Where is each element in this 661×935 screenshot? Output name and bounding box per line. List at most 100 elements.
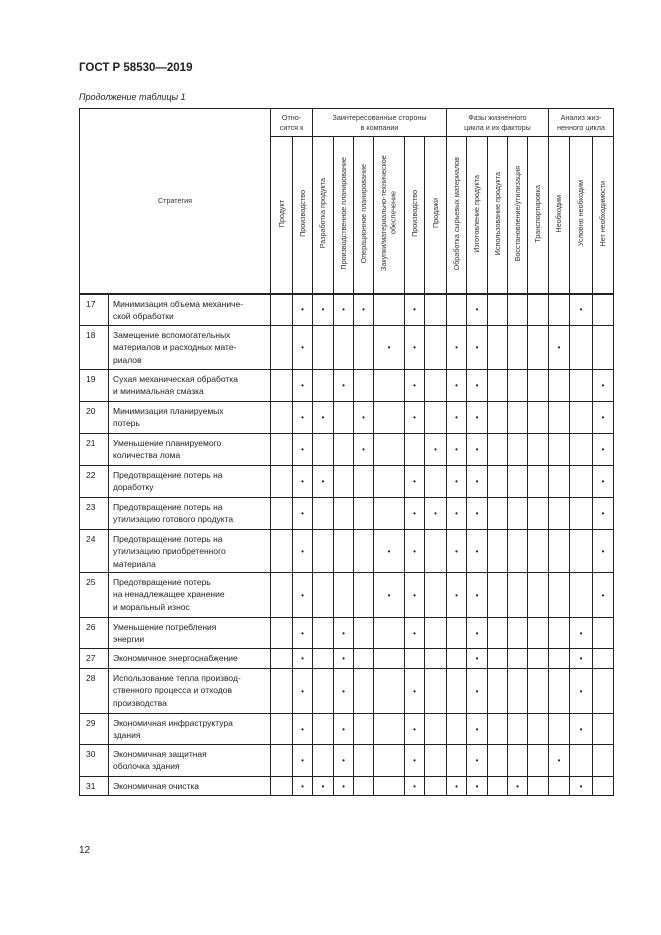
bullet-mark-icon: • — [475, 686, 479, 696]
mark-cell-empty — [270, 465, 293, 498]
mark-cell-empty — [373, 369, 405, 402]
table-row: 19 Сухая механическая обработка и минимал… — [79, 369, 614, 402]
mark-cell-empty — [353, 744, 374, 777]
mark-cell-empty — [592, 713, 614, 745]
mark-cell-empty — [353, 465, 374, 498]
table-row: 26 Уменьшение потребления энергии • • • • • — [79, 617, 614, 649]
mark-cell-empty — [424, 744, 447, 777]
strategy-name: Экономичное энергоснабжение — [108, 648, 271, 669]
mark-cell-checked: • — [466, 529, 488, 573]
column-header: Производственное планирование — [333, 136, 354, 295]
mark-cell-empty — [569, 401, 593, 434]
mark-cell-checked: • — [466, 572, 488, 618]
strategy-table: Стратегия Отно- сится к Заинтересованные … — [79, 108, 614, 796]
mark-cell-checked: • — [569, 713, 593, 745]
bullet-mark-icon: • — [413, 724, 416, 734]
mark-cell-empty — [527, 617, 549, 649]
bullet-mark-icon: • — [362, 413, 365, 422]
mark-cell-empty — [487, 776, 508, 796]
mark-cell-empty — [548, 572, 570, 618]
mark-cell-checked: • — [292, 401, 313, 434]
mark-cell-empty — [424, 713, 447, 745]
bullet-mark-icon: • — [475, 381, 479, 390]
mark-cell-checked: • — [446, 529, 467, 573]
mark-cell-checked: • — [333, 617, 354, 649]
mark-cell-checked: • — [466, 433, 488, 466]
mark-cell-empty — [353, 497, 374, 530]
mark-cell-checked: • — [466, 497, 488, 530]
mark-cell-checked: • — [292, 433, 313, 466]
mark-cell-empty — [270, 369, 293, 402]
mark-cell-empty — [527, 648, 549, 669]
bullet-mark-icon: • — [321, 305, 325, 315]
strategy-name: Экономичная инфраструктура здания — [108, 713, 271, 745]
bullet-mark-icon: • — [301, 381, 304, 390]
column-header-label: Производство — [409, 189, 419, 237]
column-header: Изготовление продукта — [466, 136, 488, 295]
bullet-mark-icon: • — [475, 590, 479, 600]
mark-cell-checked: • — [466, 648, 488, 669]
bullet-mark-icon: • — [475, 305, 479, 315]
row-number: 21 — [79, 433, 109, 466]
mark-cell-empty — [270, 776, 293, 796]
bullet-mark-icon: • — [601, 590, 605, 600]
strategy-name: Предотвращение потерь на утилизацию гото… — [108, 497, 271, 530]
strategy-name: Уменьшение потребления энергии — [108, 617, 271, 649]
mark-cell-checked: • — [312, 465, 334, 498]
bullet-mark-icon: • — [413, 343, 416, 352]
mark-cell-checked: • — [446, 776, 467, 796]
bullet-mark-icon: • — [455, 413, 458, 422]
mark-cell-empty — [569, 744, 593, 777]
mark-cell-empty — [446, 293, 467, 326]
mark-cell-empty — [569, 325, 593, 370]
mark-cell-checked: • — [312, 401, 334, 434]
strategy-name: Замещение вспомогательных материалов и р… — [108, 325, 271, 370]
mark-cell-checked: • — [548, 325, 570, 370]
row-number: 17 — [79, 293, 109, 326]
mark-cell-empty — [373, 668, 405, 714]
mark-cell-empty — [424, 401, 447, 434]
row-number: 31 — [79, 776, 109, 796]
mark-cell-empty — [507, 744, 528, 777]
mark-cell-empty — [373, 617, 405, 649]
mark-cell-empty — [569, 572, 593, 618]
mark-cell-checked: • — [333, 744, 354, 777]
mark-cell-empty — [424, 369, 447, 402]
column-header: Транспортировка — [527, 136, 549, 295]
bullet-mark-icon: • — [362, 445, 365, 454]
bullet-mark-icon: • — [579, 781, 583, 791]
mark-cell-empty — [404, 433, 425, 466]
mark-cell-empty — [353, 668, 374, 714]
bullet-mark-icon: • — [301, 305, 304, 315]
mark-cell-checked: • — [292, 465, 313, 498]
bullet-mark-icon: • — [601, 381, 605, 390]
mark-cell-empty — [527, 401, 549, 434]
mark-cell-checked: • — [424, 433, 447, 466]
mark-cell-checked: • — [592, 572, 614, 618]
table-row: 31 Экономичная очистка • • • • • • • • — [79, 776, 614, 796]
bullet-mark-icon: • — [475, 343, 479, 352]
bullet-mark-icon: • — [579, 654, 583, 663]
mark-cell-checked: • — [569, 668, 593, 714]
mark-cell-empty — [527, 713, 549, 745]
bullet-mark-icon: • — [342, 381, 345, 390]
row-number: 24 — [79, 529, 109, 573]
column-header: Закупки/материально-техническое обеспече… — [373, 136, 405, 295]
table-caption: Продолжение таблицы 1 — [79, 92, 186, 102]
mark-cell-empty — [373, 293, 405, 326]
mark-cell-empty — [353, 617, 374, 649]
mark-cell-empty — [404, 648, 425, 669]
bullet-mark-icon: • — [413, 413, 416, 422]
bullet-mark-icon: • — [475, 477, 479, 486]
bullet-mark-icon: • — [601, 413, 605, 422]
column-header-label: Разработка продукта — [318, 178, 328, 249]
bullet-mark-icon: • — [601, 509, 605, 518]
strategy-name: Минимизация объема механиче- ской обрабо… — [108, 293, 271, 326]
mark-cell-checked: • — [466, 369, 488, 402]
mark-cell-empty — [270, 433, 293, 466]
mark-cell-empty — [353, 648, 374, 669]
strategy-name: Экономичная защитная оболочка здания — [108, 744, 271, 777]
mark-cell-checked: • — [333, 648, 354, 669]
mark-cell-empty — [424, 648, 447, 669]
mark-cell-empty — [527, 668, 549, 714]
